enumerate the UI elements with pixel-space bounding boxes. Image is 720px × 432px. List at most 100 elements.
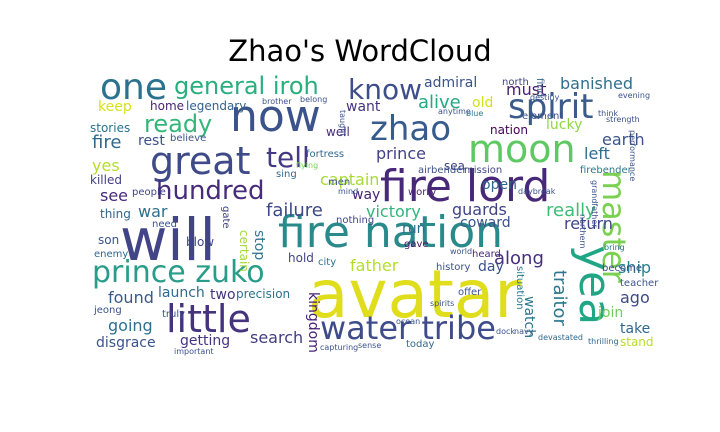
word-zhao: zhao — [370, 109, 452, 149]
word-search: search — [250, 328, 304, 347]
word-ocean: ocean — [396, 317, 421, 326]
word-return: return — [564, 214, 613, 233]
word-spirits: spirits — [430, 299, 455, 308]
word-tell: tell — [266, 141, 310, 174]
word-son: son — [98, 233, 120, 247]
word-found: found — [108, 288, 154, 307]
word-yes: yes — [92, 156, 120, 175]
word-fire-lord: fire lord — [380, 161, 551, 212]
word-mission: mission — [464, 165, 503, 176]
word-fortress: fortress — [306, 149, 345, 160]
word-two: two — [210, 287, 236, 303]
word-join: join — [598, 305, 624, 321]
word-day: day — [478, 259, 504, 275]
word-northern: northern — [578, 214, 587, 249]
word-way: way — [352, 187, 381, 203]
word-prince: prince — [376, 144, 426, 163]
word-taught: taught — [338, 110, 347, 137]
word-rest: rest — [138, 133, 165, 149]
word-stories: stories — [90, 121, 131, 135]
page-title: Zhao's WordCloud — [228, 34, 492, 68]
word-traitor: traitor — [549, 270, 570, 326]
word-stop: stop — [251, 230, 267, 261]
word-brother: brother — [262, 97, 292, 106]
word-worry: worry — [408, 187, 437, 198]
word-believe: believe — [170, 133, 207, 144]
word-need: need — [152, 219, 177, 230]
word-old: old — [472, 95, 494, 111]
word-mind: mind — [338, 187, 359, 196]
word-admiral: admiral — [424, 75, 478, 91]
word-know: know — [348, 73, 422, 106]
word-grandfather: grandfather — [590, 180, 599, 228]
word-killed: killed — [90, 173, 122, 187]
word-captain: captain — [320, 170, 380, 189]
word-general-iroh: general iroh — [174, 72, 319, 100]
word-bring: bring — [604, 243, 625, 252]
word-destiny: destiny — [530, 93, 560, 102]
word-alive: alive — [418, 92, 461, 113]
word-city: city — [318, 257, 337, 268]
word-left: left — [584, 144, 610, 163]
word-legendary: legendary — [186, 99, 247, 113]
word-firebender: firebender — [580, 165, 632, 176]
word-fire: fire — [92, 132, 122, 153]
word-thing: thing — [100, 207, 131, 221]
word-open: open — [482, 177, 517, 193]
word-sea: sea — [444, 159, 465, 173]
word-flying: flying — [296, 161, 319, 170]
word-ship: ship — [618, 258, 652, 277]
word-coward: coward — [460, 215, 511, 231]
word-water-tribe: water tribe — [320, 309, 496, 347]
word-getting: getting — [180, 333, 231, 349]
word-people: people — [132, 187, 166, 198]
word-airbender: airbender — [418, 165, 467, 176]
word-stand: stand — [620, 335, 654, 349]
word-ago: ago — [620, 288, 650, 307]
word-victory: victory — [366, 202, 421, 221]
word-capturing: capturing — [320, 343, 359, 352]
word-become: become — [602, 263, 643, 274]
word-gave: gave — [404, 239, 429, 250]
word-thrilling: thrilling — [588, 337, 619, 346]
word-teacher: teacher — [620, 278, 659, 289]
word-evening: evening — [618, 91, 651, 100]
word-nation: nation — [490, 123, 528, 137]
word-anytime: anytime — [438, 107, 471, 116]
word-sing: sing — [276, 169, 297, 180]
word-launch: launch — [158, 285, 205, 301]
word-failure: failure — [266, 200, 323, 221]
word-dock: dock — [496, 327, 516, 336]
word-world: world — [450, 247, 473, 256]
word-hundred: hundred — [156, 176, 265, 206]
word-certain: certain — [237, 230, 251, 272]
word-avatar: avatar — [308, 256, 522, 333]
word-nothing: nothing — [336, 215, 375, 226]
word-men: men — [328, 177, 351, 188]
word-situation: situation — [514, 266, 525, 310]
word-really: really — [546, 200, 596, 221]
word-history: history — [436, 262, 471, 273]
word-hold: hold — [288, 251, 314, 265]
word-belong: belong — [300, 95, 328, 104]
word-sense: sense — [358, 341, 382, 350]
word-lucky: lucky — [546, 117, 583, 133]
word-performance: performance — [628, 130, 637, 182]
word-strength: strength — [606, 115, 640, 124]
word-jeong: jeong — [94, 305, 122, 316]
word-going: going — [108, 316, 153, 335]
word-keep: keep — [98, 99, 132, 115]
word-father: father — [350, 256, 399, 275]
word-important: important — [174, 347, 214, 356]
word-great: great — [150, 139, 251, 183]
word-will: will — [120, 206, 216, 274]
word-home: home — [150, 99, 185, 113]
word-element: element — [522, 111, 564, 122]
word-daybreak: daybreak — [518, 187, 556, 196]
word-earth: earth — [602, 130, 645, 149]
word-war: war — [138, 202, 168, 221]
word-spirit: spirit — [508, 87, 594, 127]
word-fire-nation: fire nation — [278, 207, 504, 258]
word-cloud: avatar fire lord fire nation will now water t… — [90, 70, 658, 356]
word-prince-zuko: prince zuko — [92, 255, 265, 290]
